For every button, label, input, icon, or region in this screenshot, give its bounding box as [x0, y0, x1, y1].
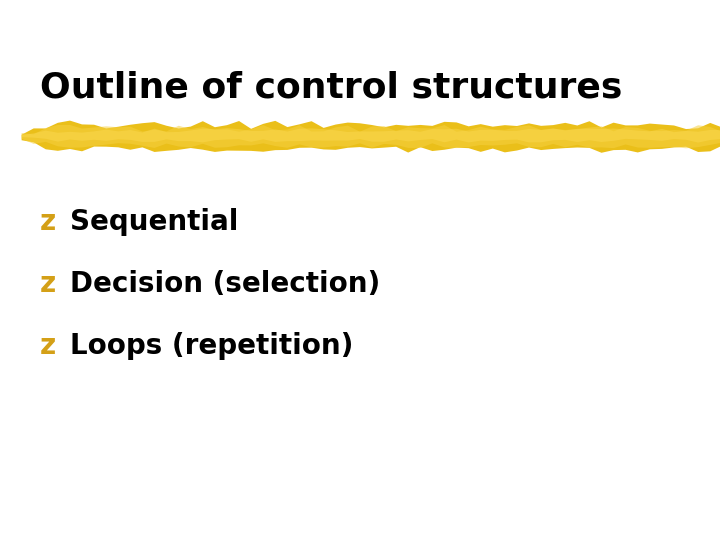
Polygon shape: [22, 128, 720, 143]
Text: z: z: [40, 332, 56, 360]
Text: Sequential: Sequential: [70, 208, 238, 236]
Text: Loops (repetition): Loops (repetition): [70, 332, 354, 360]
Text: Outline of control structures: Outline of control structures: [40, 70, 622, 104]
Text: Decision (selection): Decision (selection): [70, 270, 380, 298]
Text: z: z: [40, 270, 56, 298]
Text: z: z: [40, 208, 56, 236]
Polygon shape: [22, 120, 720, 153]
Polygon shape: [22, 125, 720, 148]
